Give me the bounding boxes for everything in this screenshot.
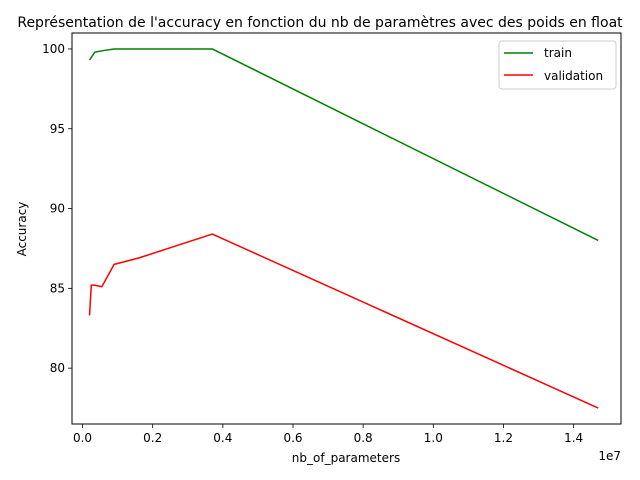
x-tick-label: 0.2 [143, 431, 162, 445]
y-tick-label: 80 [50, 361, 65, 375]
x-tick-label: 0.8 [354, 431, 373, 445]
plot-area [71, 32, 622, 425]
y-tick-label: 95 [50, 122, 65, 136]
x-axis: 0.0 0.2 0.4 0.6 0.8 1.0 1.2 1.4 [73, 424, 583, 445]
legend-label-train: train [544, 46, 572, 60]
x-tick-label: 1.4 [564, 431, 583, 445]
series-layer [88, 48, 599, 409]
y-tick-label: 90 [50, 202, 65, 216]
legend-label-validation: validation [544, 69, 603, 83]
x-axis-label: nb_of_parameters [292, 451, 400, 465]
x-tick-label: 1.0 [424, 431, 443, 445]
legend: train validation [498, 40, 617, 90]
x-tick-label: 1.2 [494, 431, 513, 445]
y-tick-label: 85 [50, 281, 65, 295]
y-axis-label: Accuracy [15, 202, 29, 257]
x-tick-label: 0.4 [213, 431, 232, 445]
series-line-train [88, 48, 599, 242]
x-axis-offset-label: 1e7 [598, 449, 621, 463]
y-tick-label: 100 [42, 42, 65, 56]
x-tick-label: 0.0 [73, 431, 92, 445]
x-tick-label: 0.6 [283, 431, 302, 445]
series-line-validation [88, 233, 599, 409]
chart-title: Représentation de l'accuracy en fonction… [17, 15, 623, 31]
y-axis: 80 85 90 95 100 [42, 42, 72, 375]
